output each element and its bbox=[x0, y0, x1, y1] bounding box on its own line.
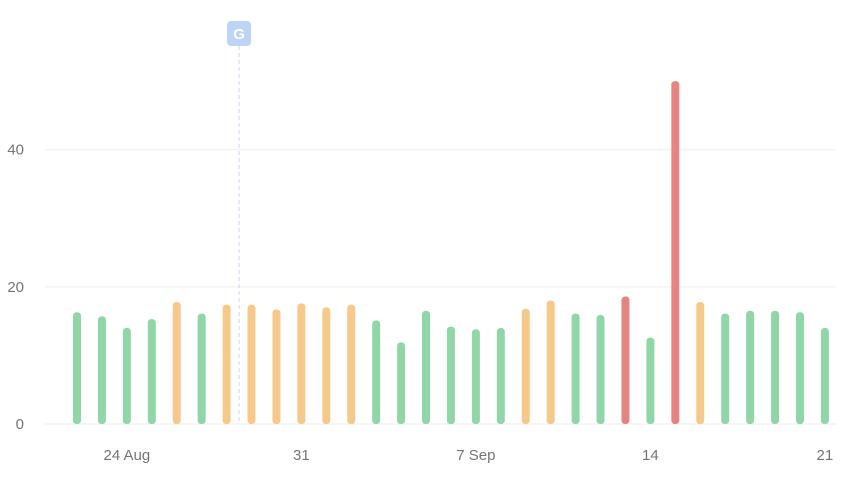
x-tick-label: 7 Sep bbox=[456, 447, 495, 464]
bar-2023-09-08 bbox=[496, 328, 505, 424]
grid-layer bbox=[45, 149, 836, 425]
y-tick-label: 40 bbox=[7, 142, 24, 159]
bar-2023-09-14 bbox=[646, 337, 655, 424]
bar-2023-09-15 bbox=[671, 81, 680, 425]
bar-2023-08-22 bbox=[73, 312, 81, 424]
bar-2023-09-01 bbox=[322, 307, 331, 424]
bar-2023-09-02 bbox=[347, 304, 356, 424]
bar-2023-09-17 bbox=[721, 313, 730, 424]
bar-2023-09-11 bbox=[571, 313, 580, 424]
bar-2023-09-18 bbox=[746, 310, 755, 424]
bar-2023-08-28 bbox=[222, 304, 231, 424]
bar-2023-09-06 bbox=[446, 326, 455, 424]
bar-2023-09-04 bbox=[397, 342, 406, 424]
x-tick-label: 21 bbox=[817, 447, 834, 464]
bar-2023-09-05 bbox=[422, 310, 431, 424]
y-tick-label: 20 bbox=[7, 279, 24, 296]
bar-2023-09-20 bbox=[795, 312, 804, 424]
bar-2023-09-13 bbox=[621, 296, 630, 424]
bar-2023-09-19 bbox=[771, 310, 780, 424]
bar-2023-09-09 bbox=[521, 308, 530, 424]
bar-2023-08-27 bbox=[197, 313, 206, 424]
bar-2023-09-21 bbox=[820, 328, 829, 424]
bar-2023-08-23 bbox=[97, 316, 106, 424]
bar-2023-09-03 bbox=[372, 320, 381, 424]
bar-2023-09-07 bbox=[471, 329, 480, 424]
x-tick-label: 31 bbox=[293, 447, 310, 464]
x-axis: 24 Aug 31 7 Sep 14 21 bbox=[104, 447, 834, 464]
bar-2023-08-26 bbox=[172, 301, 181, 424]
bar-2023-09-16 bbox=[696, 301, 705, 424]
annotation-layer: G bbox=[227, 21, 252, 424]
y-tick-label: 0 bbox=[16, 416, 24, 433]
bar-2023-08-30 bbox=[272, 309, 281, 424]
annotation-label: G bbox=[233, 26, 245, 43]
bar-layer bbox=[73, 81, 829, 425]
bar-2023-08-29 bbox=[247, 304, 256, 424]
bar-2023-08-31 bbox=[297, 303, 306, 424]
x-tick-label: 24 Aug bbox=[104, 447, 151, 464]
bar-2023-09-10 bbox=[546, 300, 555, 424]
bar-2023-09-12 bbox=[596, 314, 605, 424]
annotation-badge bbox=[227, 21, 252, 46]
bar-2023-08-25 bbox=[147, 319, 156, 424]
y-axis: 0 20 40 bbox=[7, 142, 24, 433]
bar-2023-08-24 bbox=[122, 328, 131, 424]
x-tick-label: 14 bbox=[642, 447, 659, 464]
